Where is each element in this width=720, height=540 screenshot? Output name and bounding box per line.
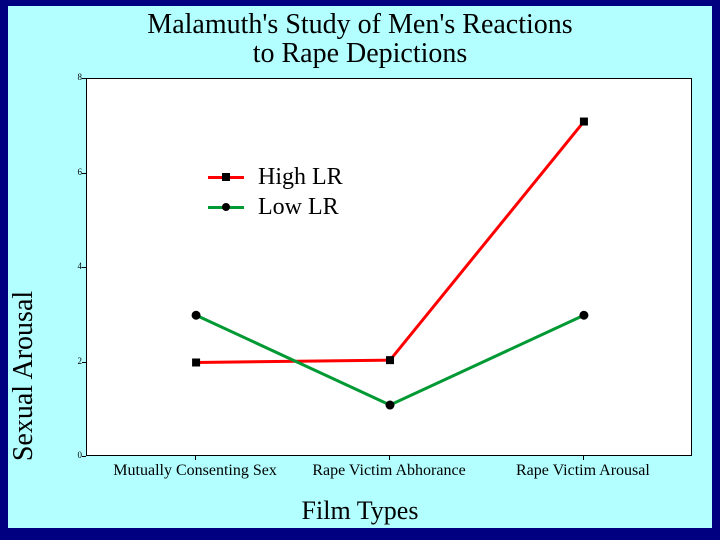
chart-svg (87, 79, 691, 455)
series-line (196, 122, 584, 363)
legend-label-low-lr: Low LR (258, 194, 339, 221)
title-line-1: Malamuth's Study of Men's Reactions (147, 9, 572, 40)
y-tick-label: 4 (66, 261, 82, 271)
x-tick-mark (389, 456, 390, 460)
legend-swatch-low-lr (208, 197, 244, 217)
legend-label-high-lr: High LR (258, 164, 343, 191)
legend-item-high-lr: High LR (208, 162, 343, 192)
circle-marker-icon (579, 311, 588, 320)
y-tick-mark (82, 267, 86, 268)
y-tick-mark (82, 456, 86, 457)
y-axis-label: Sexual Arousal (8, 246, 40, 506)
x-axis-label: Film Types (8, 496, 712, 526)
legend-swatch-high-lr (208, 167, 244, 187)
y-tick-label: 6 (66, 167, 82, 177)
square-marker-icon (580, 118, 588, 126)
y-tick-label: 2 (66, 356, 82, 366)
x-category-label: Mutually Consenting Sex (105, 462, 285, 480)
y-tick-mark (82, 173, 86, 174)
square-marker-icon (192, 359, 200, 367)
chart-panel: Malamuth's Study of Men's Reactions to R… (8, 6, 712, 528)
square-marker-icon (386, 356, 394, 364)
legend: High LR Low LR (208, 162, 343, 222)
title-line-2: to Rape Depictions (253, 38, 468, 69)
legend-item-low-lr: Low LR (208, 192, 343, 222)
slide-frame: Malamuth's Study of Men's Reactions to R… (0, 0, 720, 540)
chart-title: Malamuth's Study of Men's Reactions to R… (8, 10, 712, 69)
square-marker-icon (222, 173, 230, 181)
plot-area (86, 78, 692, 456)
y-tick-mark (82, 362, 86, 363)
y-tick-label: 8 (66, 72, 82, 82)
circle-marker-icon (386, 401, 395, 410)
y-tick-mark (82, 78, 86, 79)
x-tick-mark (195, 456, 196, 460)
x-category-label: Rape Victim Abhorance (299, 462, 479, 480)
x-tick-mark (583, 456, 584, 460)
circle-marker-icon (192, 311, 201, 320)
y-tick-label: 0 (66, 450, 82, 460)
x-category-label: Rape Victim Arousal (493, 462, 673, 480)
circle-marker-icon (222, 203, 230, 211)
